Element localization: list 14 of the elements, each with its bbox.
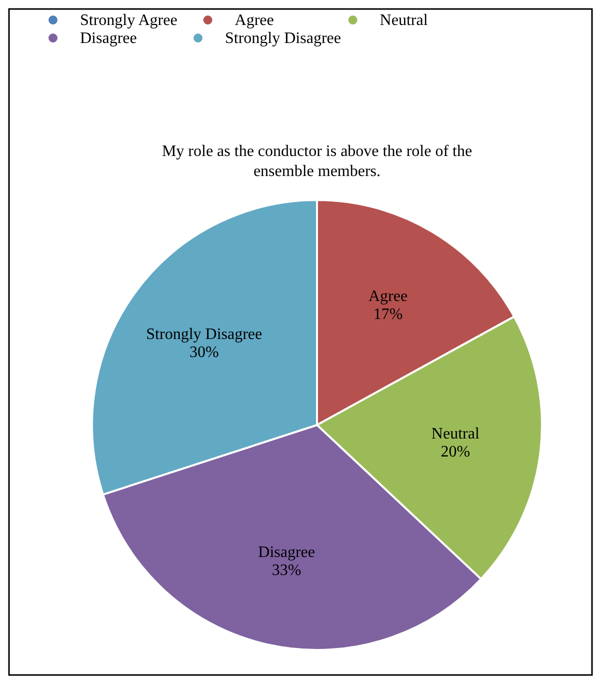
slice-label: Neutral (431, 425, 480, 442)
data-label: 17% (373, 306, 403, 323)
slice-label: Strongly Disagree (146, 326, 262, 344)
slice-label: Disagree (258, 544, 315, 562)
legend-label: Disagree (80, 30, 137, 47)
slice-label: Agree (368, 288, 408, 305)
legend-label: Neutral (380, 12, 428, 29)
data-label: 20% (440, 443, 470, 460)
text: My role as the conductor is above the role of the ensemble members. (162, 143, 472, 180)
legend-label: Strongly Agree (80, 12, 178, 29)
data-label: 30% (189, 344, 219, 362)
legend-label: Agree (234, 12, 274, 29)
data-label: 33% (272, 562, 302, 580)
legend-label: Strongly Disagree (225, 30, 341, 47)
